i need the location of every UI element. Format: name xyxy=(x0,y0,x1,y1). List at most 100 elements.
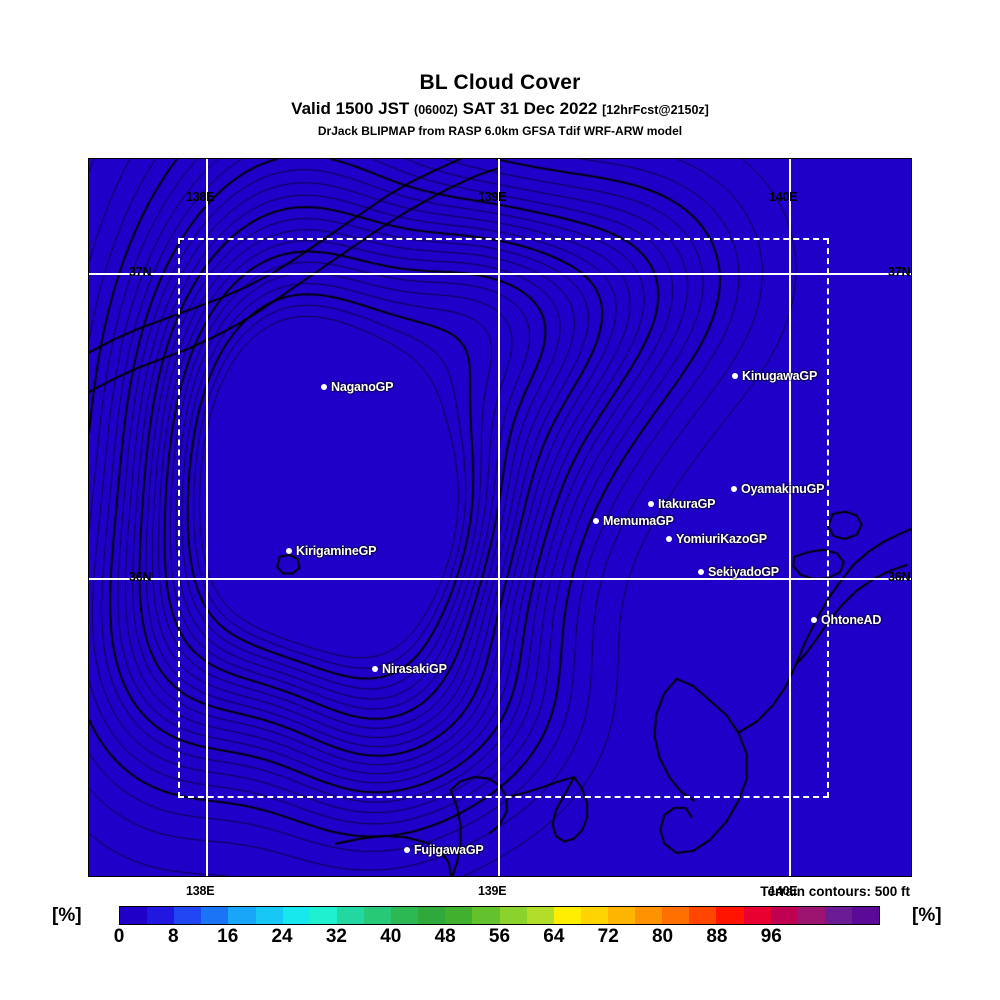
valid-date: SAT 31 Dec 2022 xyxy=(462,99,598,118)
colorbar-band-26 xyxy=(824,907,852,924)
station-marker-SekiyadoGP[interactable]: SekiyadoGP xyxy=(698,563,779,581)
station-marker-OyamakinuGP[interactable]: OyamakinuGP xyxy=(731,480,824,498)
lat-label-37N-left: 37N xyxy=(129,265,152,279)
colorbar-band-18 xyxy=(607,907,636,924)
lon-label-139E-bottom: 139E xyxy=(478,884,507,898)
valid-prefix: Valid 1500 JST xyxy=(291,99,410,118)
station-marker-KinugawaGP[interactable]: KinugawaGP xyxy=(732,367,817,385)
colorbar-band-17 xyxy=(580,907,608,924)
station-label: SekiyadoGP xyxy=(708,564,779,579)
station-marker-NaganoGP[interactable]: NaganoGP xyxy=(321,378,394,396)
colorbar-band-27 xyxy=(851,907,880,924)
colorbar-tick-8: 8 xyxy=(168,926,179,947)
colorbar-band-5 xyxy=(255,907,283,924)
map-frame[interactable]: NaganoGP KinugawaGP OyamakinuGP ItakuraGP Me… xyxy=(88,158,912,877)
station-marker-ItakuraGP[interactable]: ItakuraGP xyxy=(648,495,715,513)
colorbar-band-15 xyxy=(526,907,554,924)
colorbar-tick-0: 0 xyxy=(113,926,125,947)
station-marker-OhtoneAD[interactable]: OhtoneAD xyxy=(811,611,881,629)
colorbar-tick-56: 56 xyxy=(488,926,511,947)
colorbar-tick-labels: 0 8 16 24 32 40 48 56 64 72 80 88 96 xyxy=(114,926,880,952)
station-marker-KirigamineGP[interactable]: KirigamineGP xyxy=(286,542,376,560)
station-label: YomiuriKazoGP xyxy=(676,531,767,546)
station-label: MemumaGP xyxy=(603,513,674,528)
colorbar-band-3 xyxy=(201,907,229,924)
station-dot-icon xyxy=(732,372,738,379)
colorbar-band-22 xyxy=(716,907,744,924)
gridline-lat-0 xyxy=(89,273,911,275)
colorbar-band-8 xyxy=(336,907,364,924)
station-label: FujigawaGP xyxy=(414,842,484,857)
colorbar-band-0 xyxy=(120,907,148,924)
colorbar-band-13 xyxy=(472,907,500,924)
colorbar-tick-96: 96 xyxy=(760,926,782,947)
station-dot-icon xyxy=(286,547,292,554)
title-block: BL Cloud Cover Valid 1500 JST (0600Z) SA… xyxy=(0,0,1000,139)
station-label: NaganoGP xyxy=(331,379,394,394)
colorbar-tick-80: 80 xyxy=(651,926,674,947)
colorbar-band-16 xyxy=(553,907,581,924)
colorbar-band-14 xyxy=(499,907,527,924)
station-marker-FujigawaGP[interactable]: FujigawaGP xyxy=(404,841,484,859)
colorbar-band-2 xyxy=(174,907,202,924)
gridline-lat-1 xyxy=(89,578,911,580)
gridline-lon-1 xyxy=(498,159,500,876)
station-dot-icon xyxy=(321,383,327,390)
colorbar[interactable] xyxy=(119,906,880,925)
colorbar-band-20 xyxy=(662,907,690,924)
gridline-lon-2 xyxy=(789,159,791,876)
cloud-cover-raster xyxy=(89,159,911,876)
station-label: ItakuraGP xyxy=(658,496,716,511)
station-label: NirasakiGP xyxy=(382,661,447,676)
valid-utc: (0600Z) xyxy=(414,103,458,117)
colorbar-band-9 xyxy=(363,907,392,924)
sub-domain-box xyxy=(178,238,829,798)
station-dot-icon xyxy=(811,616,817,623)
colorbar-tick-88: 88 xyxy=(706,926,728,947)
colorbar-band-6 xyxy=(282,907,310,924)
station-label: KirigamineGP xyxy=(296,543,377,558)
colorbar-band-7 xyxy=(309,907,337,924)
station-label: OyamakinuGP xyxy=(741,481,825,496)
lat-label-37N-right: 37N xyxy=(888,265,911,279)
colorbar-tick-40: 40 xyxy=(380,926,402,947)
colorbar-band-24 xyxy=(770,907,798,924)
colorbar-tick-24: 24 xyxy=(271,926,293,947)
station-dot-icon xyxy=(404,846,410,853)
unit-label-left: [%] xyxy=(52,905,82,926)
valid-time-line: Valid 1500 JST (0600Z) SAT 31 Dec 2022 [… xyxy=(0,99,1000,120)
colorbar-tick-16: 16 xyxy=(217,926,239,947)
station-marker-MemumaGP[interactable]: MemumaGP xyxy=(593,512,674,530)
lat-label-36N-right: 36N xyxy=(888,570,911,584)
colorbar-band-11 xyxy=(418,907,446,924)
station-label: KinugawaGP xyxy=(742,368,818,383)
station-dot-icon xyxy=(666,535,672,542)
colorbar-tick-64: 64 xyxy=(543,926,565,947)
station-dot-icon xyxy=(731,485,737,492)
page-title: BL Cloud Cover xyxy=(419,71,581,94)
colorbar-band-12 xyxy=(445,907,473,924)
lat-label-36N-left: 36N xyxy=(129,570,152,584)
station-label: OhtoneAD xyxy=(821,612,882,627)
colorbar-band-21 xyxy=(689,907,717,924)
station-dot-icon xyxy=(698,568,704,575)
lon-label-140E-top: 140E xyxy=(769,190,798,204)
colorbar-band-25 xyxy=(797,907,825,924)
unit-label-right: [%] xyxy=(912,905,942,926)
forecast-tag: [12hrFcst@2150z] xyxy=(602,103,709,117)
station-marker-YomiuriKazoGP[interactable]: YomiuriKazoGP xyxy=(666,530,767,548)
lon-label-138E-bottom: 138E xyxy=(186,884,215,898)
gridline-lon-0 xyxy=(206,159,208,876)
station-dot-icon xyxy=(372,665,378,672)
lon-label-139E-top: 139E xyxy=(478,190,507,204)
colorbar-band-4 xyxy=(228,907,256,924)
station-dot-icon xyxy=(648,500,654,507)
station-marker-NirasakiGP[interactable]: NirasakiGP xyxy=(372,660,447,678)
colorbar-tick-72: 72 xyxy=(597,926,619,947)
lon-label-140E-bottom: 140E xyxy=(769,884,798,898)
colorbar-band-1 xyxy=(147,907,175,924)
station-dot-icon xyxy=(593,517,599,524)
terrain-contour-note: Terrain contours: 500 ft xyxy=(760,884,910,899)
colorbar-tick-32: 32 xyxy=(325,926,347,947)
colorbar-tick-48: 48 xyxy=(434,926,456,947)
